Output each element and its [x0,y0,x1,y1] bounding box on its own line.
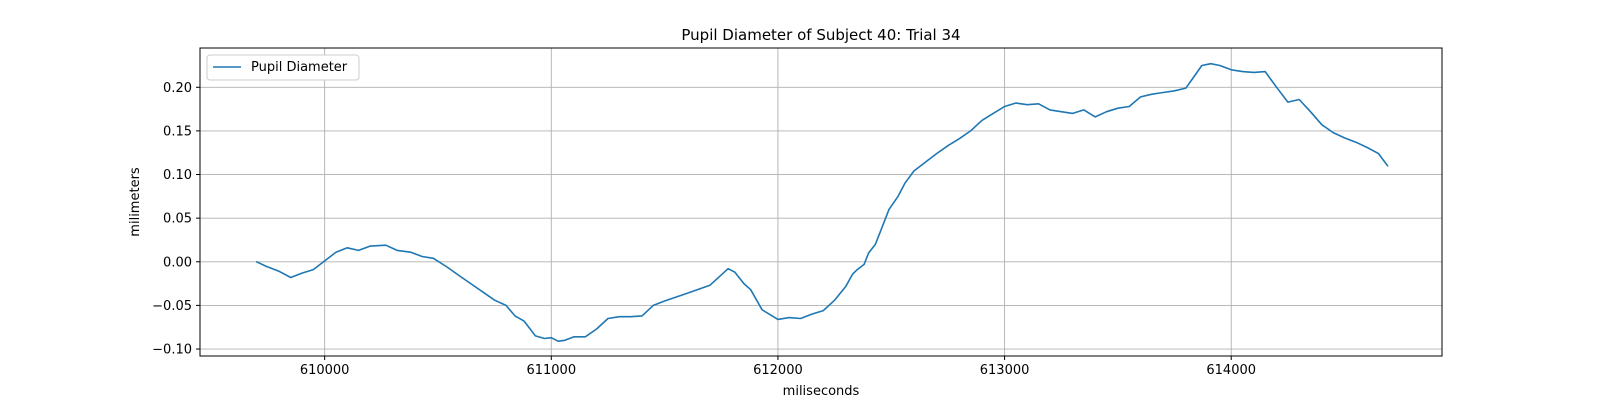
series-layer [255,62,1389,343]
ticks-layer: 610000 611000 612000 613000 614000 −0.10 −0.05… [152,81,1256,378]
y-tick-label: 0.00 [163,255,192,270]
x-tick-label: 612000 [753,363,803,378]
y-tick-label: −0.10 [152,343,192,358]
y-tick-label: 0.15 [163,124,192,139]
chart-title: Pupil Diameter of Subject 40: Trial 34 [681,26,960,44]
y-tick-label: 0.20 [163,81,192,96]
legend: Pupil Diameter [206,54,360,81]
x-tick-label: 610000 [300,363,350,378]
plot-frame [199,47,1443,357]
y-tick-label: 0.05 [163,212,192,227]
x-tick-label: 611000 [526,363,576,378]
y-tick-label: −0.05 [152,299,192,314]
y-axis-label: milimeters [128,167,143,237]
y-tick-label: 0.10 [163,168,192,183]
x-axis-label: miliseconds [783,384,860,399]
legend-box [206,54,360,81]
legend-label: Pupil Diameter [251,60,348,75]
series-line-pupil-diameter [255,62,1389,343]
x-tick-label: 613000 [980,363,1030,378]
grid-layer [200,48,1442,356]
x-tick-label: 614000 [1206,363,1256,378]
